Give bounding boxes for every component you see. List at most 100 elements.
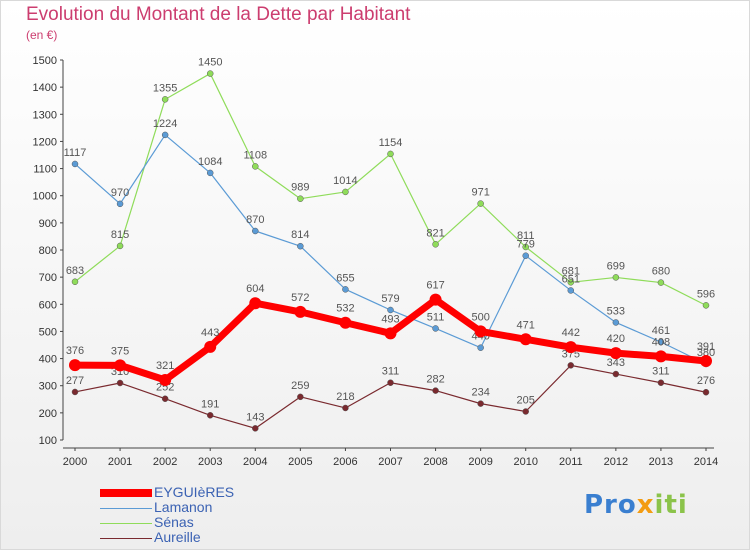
data-point bbox=[387, 150, 394, 158]
data-label: 971 bbox=[471, 187, 489, 199]
data-label: 617 bbox=[426, 280, 444, 292]
x-tick-label: 2001 bbox=[108, 456, 132, 468]
data-label: 1108 bbox=[243, 149, 267, 161]
data-label: 779 bbox=[517, 239, 535, 251]
logo-part-x: x bbox=[636, 490, 655, 520]
data-label: 443 bbox=[201, 327, 219, 339]
data-point bbox=[702, 388, 710, 396]
data-point bbox=[477, 200, 484, 207]
data-point bbox=[432, 241, 439, 248]
data-point bbox=[159, 374, 172, 387]
data-label: 408 bbox=[652, 336, 670, 348]
data-label: 532 bbox=[336, 303, 354, 315]
chart-subtitle: (en €) bbox=[26, 28, 58, 42]
data-point bbox=[657, 379, 665, 386]
data-point bbox=[116, 242, 124, 250]
data-point bbox=[522, 408, 529, 415]
data-point bbox=[612, 319, 620, 326]
data-point bbox=[657, 279, 665, 286]
data-label: 604 bbox=[246, 283, 264, 295]
y-tick-label: 1300 bbox=[33, 109, 57, 121]
legend-swatch-aureille bbox=[100, 538, 152, 539]
data-point bbox=[116, 200, 124, 208]
data-label: 461 bbox=[652, 325, 670, 337]
data-point bbox=[297, 393, 304, 401]
x-tick-label: 2007 bbox=[378, 456, 402, 468]
data-point bbox=[477, 344, 484, 351]
data-label: 1084 bbox=[198, 156, 222, 168]
data-point bbox=[657, 338, 665, 346]
data-point bbox=[249, 297, 262, 310]
data-label: 699 bbox=[607, 260, 625, 272]
data-point bbox=[342, 286, 349, 293]
data-label: 989 bbox=[291, 182, 309, 194]
y-tick-label: 500 bbox=[39, 326, 57, 338]
data-label: 252 bbox=[156, 382, 174, 394]
data-label: 596 bbox=[697, 288, 715, 300]
data-point bbox=[71, 160, 79, 168]
data-label: 375 bbox=[111, 345, 129, 357]
data-point bbox=[252, 425, 259, 432]
data-label: 259 bbox=[291, 380, 309, 392]
data-point bbox=[432, 325, 439, 332]
legend-label-aureille: Aureille bbox=[154, 529, 201, 545]
data-label: 651 bbox=[562, 273, 580, 285]
legend-label-senas: Sénas bbox=[154, 514, 194, 530]
y-tick-label: 200 bbox=[39, 408, 57, 420]
data-point bbox=[71, 388, 79, 396]
data-point bbox=[69, 359, 81, 372]
data-label: 683 bbox=[66, 265, 84, 277]
x-tick-label: 2010 bbox=[513, 456, 537, 468]
data-label: 376 bbox=[66, 345, 84, 357]
data-point bbox=[297, 242, 304, 250]
data-label: 205 bbox=[517, 395, 535, 407]
data-label: 500 bbox=[471, 311, 489, 323]
data-point bbox=[294, 305, 307, 318]
data-label: 814 bbox=[291, 229, 309, 241]
data-label: 218 bbox=[336, 391, 354, 403]
legend-swatch-lamanon bbox=[100, 508, 152, 509]
data-label: 471 bbox=[517, 319, 535, 331]
data-label: 815 bbox=[111, 229, 129, 241]
data-label: 1014 bbox=[333, 175, 357, 187]
y-tick-label: 300 bbox=[39, 381, 57, 393]
data-point bbox=[342, 188, 349, 196]
data-point bbox=[702, 302, 710, 309]
data-label: 380 bbox=[697, 347, 715, 359]
data-point bbox=[609, 347, 622, 360]
data-point bbox=[474, 325, 487, 338]
data-label: 493 bbox=[381, 313, 399, 325]
data-point bbox=[567, 287, 575, 294]
proxiti-logo: Proxiti bbox=[584, 490, 688, 520]
legend-swatch-senas bbox=[100, 523, 152, 524]
x-tick-label: 2003 bbox=[198, 456, 222, 468]
data-point bbox=[342, 404, 349, 412]
x-tick-label: 2004 bbox=[243, 456, 267, 468]
data-label: 1355 bbox=[153, 82, 177, 94]
data-label: 1224 bbox=[153, 118, 177, 130]
data-label: 311 bbox=[382, 366, 400, 378]
data-point bbox=[612, 274, 620, 281]
data-label: 579 bbox=[381, 293, 399, 305]
data-point bbox=[429, 293, 442, 306]
data-point bbox=[700, 355, 712, 368]
data-point bbox=[339, 316, 352, 329]
data-point bbox=[654, 350, 667, 363]
y-tick-label: 1500 bbox=[33, 55, 57, 67]
y-tick-label: 400 bbox=[39, 354, 57, 366]
data-label: 277 bbox=[66, 375, 84, 387]
data-point bbox=[384, 327, 397, 340]
data-point bbox=[71, 278, 79, 286]
y-tick-label: 1000 bbox=[33, 191, 57, 203]
x-tick-label: 2008 bbox=[423, 456, 447, 468]
data-label: 391 bbox=[697, 341, 715, 353]
data-point bbox=[297, 195, 304, 202]
legend-label-lamanon: Lamanon bbox=[154, 499, 213, 515]
data-label: 375 bbox=[562, 348, 580, 360]
data-point bbox=[204, 340, 217, 353]
data-point bbox=[206, 70, 214, 77]
data-label: 442 bbox=[562, 327, 580, 339]
y-tick-label: 800 bbox=[39, 245, 57, 257]
y-tick-label: 100 bbox=[39, 435, 57, 447]
